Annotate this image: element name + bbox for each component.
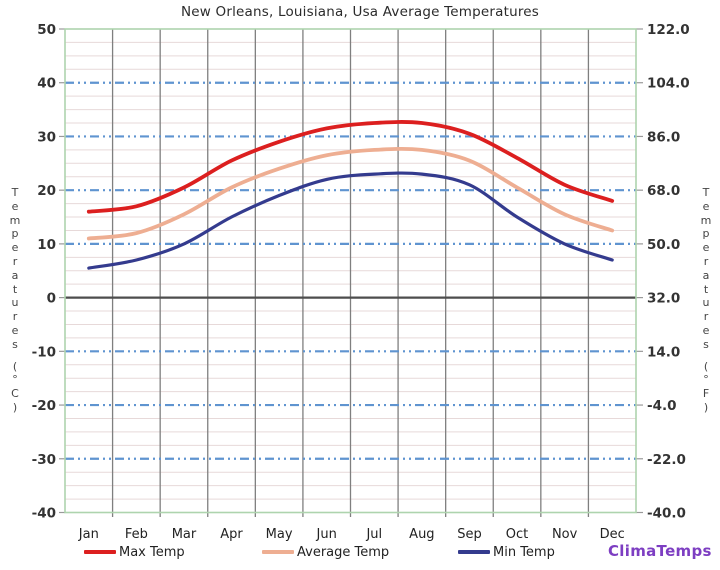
axis-title-char: r — [12, 254, 18, 268]
x-tick-label-month: Jun — [316, 527, 337, 542]
axis-title-char: ° — [12, 373, 18, 387]
axis-title-char: u — [702, 296, 710, 310]
y-tick-label-celsius: -20 — [32, 398, 56, 414]
axis-title-char: ) — [12, 400, 18, 414]
y-tick-label-celsius: 50 — [37, 22, 56, 38]
y-tick-label-fahrenheit: 68.0 — [647, 183, 680, 199]
y-tick-label-fahrenheit: -40.0 — [647, 506, 686, 522]
axis-title-char: a — [11, 268, 19, 282]
y-tick-label-fahrenheit: 50.0 — [647, 237, 680, 253]
legend-label: Min Temp — [493, 544, 555, 560]
axis-title-char: F — [702, 387, 710, 401]
y-tick-label-celsius: 30 — [37, 129, 56, 145]
axis-title-char: s — [703, 337, 709, 351]
y-tick-label-fahrenheit: 122.0 — [647, 22, 690, 38]
axis-title-char: ( — [703, 359, 709, 373]
y-tick-label-fahrenheit: -22.0 — [647, 452, 686, 468]
legend-swatch — [84, 550, 116, 554]
axis-title-char: ( — [12, 359, 18, 373]
max-temp-line — [86, 120, 615, 214]
y-tick-label-fahrenheit: 104.0 — [647, 76, 690, 92]
axis-title-char: e — [702, 199, 710, 213]
x-tick-label-month: Feb — [125, 527, 148, 542]
axis-title-char: p — [11, 227, 19, 241]
climatemps-watermark[interactable]: ClimaTemps — [608, 542, 712, 560]
axis-title-char: r — [703, 310, 709, 324]
x-tick-label-month: Mar — [172, 527, 197, 542]
y-tick-label-celsius: 10 — [37, 237, 56, 253]
legend-item-min-temp: Min Temp — [458, 544, 555, 560]
x-tick-label-month: Nov — [552, 527, 578, 542]
legend-swatch — [458, 550, 490, 554]
axis-title-char: t — [703, 282, 709, 296]
axis-title-char: e — [11, 199, 19, 213]
y-tick-label-fahrenheit: 14.0 — [647, 344, 680, 360]
legend-label: Average Temp — [297, 544, 390, 560]
axis-title-char: m — [700, 213, 712, 227]
axis-title-char: a — [702, 268, 710, 282]
y-tick-label-celsius: 0 — [47, 291, 56, 307]
x-tick-label-month: Dec — [600, 527, 625, 542]
y-tick-label-fahrenheit: 32.0 — [647, 291, 680, 307]
y-tick-label-celsius: -40 — [32, 506, 56, 522]
chart-title: New Orleans, Louisiana, Usa Average Temp… — [180, 4, 540, 20]
axis-title-char: e — [11, 241, 19, 255]
axis-title-char: e — [11, 323, 19, 337]
x-tick-label-month: Jan — [78, 527, 99, 542]
legend-swatch — [262, 550, 294, 554]
axis-title-char: e — [702, 241, 710, 255]
legend-item-max-temp: Max Temp — [84, 544, 185, 560]
axis-title-char: p — [702, 227, 710, 241]
y-tick-label-fahrenheit: -4.0 — [647, 398, 677, 414]
axis-title-char: e — [702, 323, 710, 337]
axis-title-char: ) — [703, 400, 709, 414]
axis-title-char: r — [12, 310, 18, 324]
legend-item-average-temp: Average Temp — [262, 544, 390, 560]
axis-title-char: C — [11, 387, 19, 401]
plot-border — [64, 28, 637, 514]
x-tick-label-month: May — [266, 527, 293, 542]
axis-title-char: T — [702, 186, 710, 199]
legend-label: Max Temp — [119, 544, 185, 560]
x-tick-label-month: Sep — [457, 527, 482, 542]
axis-title-char: m — [9, 213, 21, 227]
y-tick-label-celsius: -10 — [32, 344, 56, 360]
y-tick-label-celsius: -30 — [32, 452, 56, 468]
x-tick-label-month: Jul — [365, 527, 382, 542]
y-tick-label-fahrenheit: 86.0 — [647, 129, 680, 145]
min-temp-line — [87, 171, 614, 270]
x-tick-label-month: Apr — [220, 527, 243, 542]
axis-title-char: ° — [703, 373, 709, 387]
axis-title-char: r — [703, 254, 709, 268]
x-tick-label-month: Aug — [409, 527, 434, 542]
y-tick-label-celsius: 40 — [37, 76, 56, 92]
y-tick-label-celsius: 20 — [37, 183, 56, 199]
axis-title-char: t — [12, 282, 18, 296]
x-tick-label-month: Oct — [506, 527, 528, 542]
average-temp-line — [86, 146, 615, 241]
axis-title-char: s — [12, 337, 18, 351]
axis-title-char: T — [11, 186, 19, 199]
axis-title-char: u — [11, 296, 19, 310]
